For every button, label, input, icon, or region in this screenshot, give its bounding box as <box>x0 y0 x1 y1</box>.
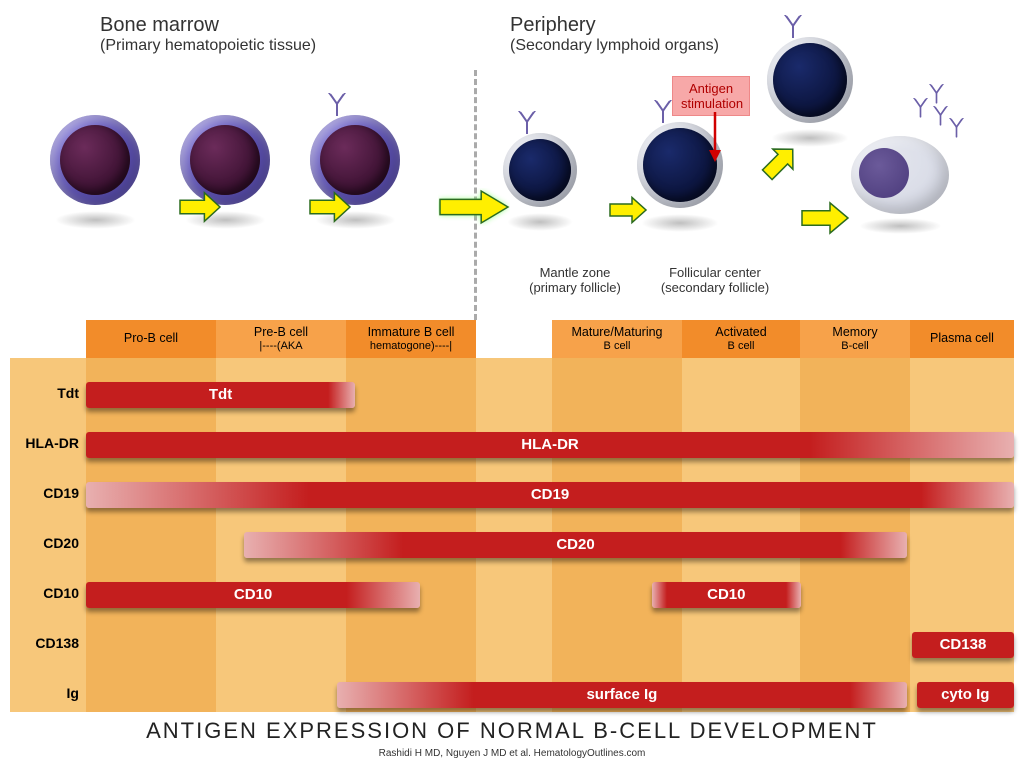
column-header <box>476 320 552 358</box>
region-title: Bone marrow <box>100 14 316 37</box>
progression-arrow-icon <box>438 188 510 226</box>
plasma-cell <box>851 136 949 214</box>
marker-row: CD138CD138 <box>10 630 1014 662</box>
column-header: Pro-B cell <box>86 320 216 358</box>
progression-arrow-icon <box>308 190 352 224</box>
diagram-title: ANTIGEN EXPRESSION OF NORMAL B-CELL DEVE… <box>0 718 1024 744</box>
marker-label: CD138 <box>5 635 79 651</box>
progression-arrow-icon <box>800 200 850 236</box>
secreted-antibody-icon <box>949 118 964 143</box>
marker-label: CD10 <box>5 585 79 601</box>
antibody-icon <box>933 106 948 126</box>
antibody-icon <box>328 93 346 116</box>
secreted-antibody-icon <box>933 106 948 131</box>
zone-label: Follicular center(secondary follicle) <box>640 265 790 295</box>
column-header: Plasma cell <box>910 320 1014 358</box>
expression-bar: CD19 <box>86 482 1014 508</box>
column-header: MemoryB-cell <box>800 320 910 358</box>
expression-bar: HLA-DR <box>86 432 1014 458</box>
antibody-icon <box>913 98 928 118</box>
antibody-icon <box>784 15 802 38</box>
marker-row: Igsurface Igcyto Ig <box>10 680 1014 712</box>
antigen-text2: stimulation <box>681 96 743 111</box>
expression-bar: Tdt <box>86 382 355 408</box>
column-header: Pre-B cell|----(AKA <box>216 320 346 358</box>
column-header: Immature B cellhematogone)----| <box>346 320 476 358</box>
region-title: Periphery <box>510 14 719 37</box>
down-arrow-icon <box>708 112 722 162</box>
antigen-stimulation-label: Antigen stimulation <box>672 76 750 116</box>
b-cell <box>50 115 140 205</box>
antibody-icon <box>654 100 672 123</box>
table-body: TdtTdt HLA-DRHLA-DR CD19CD19 CD20CD20 CD10 CD… <box>10 358 1014 712</box>
expression-bar: CD10 <box>86 582 420 608</box>
marker-label: CD19 <box>5 485 79 501</box>
expression-bar: surface Ig <box>337 682 908 708</box>
surface-antibody-icon <box>784 15 802 43</box>
column-header: ActivatedB cell <box>682 320 800 358</box>
antibody-icon <box>929 84 944 104</box>
progression-arrow-icon <box>608 195 648 225</box>
marker-row: HLA-DRHLA-DR <box>10 430 1014 462</box>
surface-antibody-icon <box>328 93 346 121</box>
surface-antibody-icon <box>654 100 672 128</box>
zone-label: Mantle zone(primary follicle) <box>520 265 630 295</box>
expression-table: Pro-B cellPre-B cell|----(AKAImmature B … <box>10 320 1014 712</box>
table-header-row: Pro-B cellPre-B cell|----(AKAImmature B … <box>10 320 1014 358</box>
expression-bar: CD10 <box>652 582 800 608</box>
marker-row: CD19CD19 <box>10 480 1014 512</box>
expression-bar: cyto Ig <box>917 682 1014 708</box>
periphery-label: Periphery (Secondary lymphoid organs) <box>510 14 719 55</box>
region-subtitle: (Secondary lymphoid organs) <box>510 37 719 55</box>
credit-line: Rashidi H MD, Nguyen J MD et al. Hematol… <box>0 748 1024 759</box>
marker-row: CD10CD10CD10 <box>10 580 1014 612</box>
antibody-icon <box>518 111 536 134</box>
marker-label: HLA-DR <box>5 435 79 451</box>
secreted-antibody-icon <box>913 98 928 123</box>
antigen-arrow-icon <box>708 112 722 167</box>
marker-label: Tdt <box>5 385 79 401</box>
marker-label: CD20 <box>5 535 79 551</box>
expression-bar: CD20 <box>244 532 908 558</box>
secreted-antibody-icon <box>929 84 944 109</box>
surface-antibody-icon <box>518 111 536 139</box>
region-subtitle: (Primary hematopoietic tissue) <box>100 37 316 55</box>
marker-row: CD20CD20 <box>10 530 1014 562</box>
marker-row: TdtTdt <box>10 380 1014 412</box>
b-cell <box>767 37 853 123</box>
progression-arrow-icon <box>178 190 222 224</box>
expression-bar: CD138 <box>912 632 1014 658</box>
b-cell <box>503 133 577 207</box>
column-header: Mature/MaturingB cell <box>552 320 682 358</box>
bone-marrow-label: Bone marrow (Primary hematopoietic tissu… <box>100 14 316 55</box>
antibody-icon <box>949 118 964 138</box>
marker-label: Ig <box>5 685 79 701</box>
antigen-text1: Antigen <box>689 81 733 96</box>
